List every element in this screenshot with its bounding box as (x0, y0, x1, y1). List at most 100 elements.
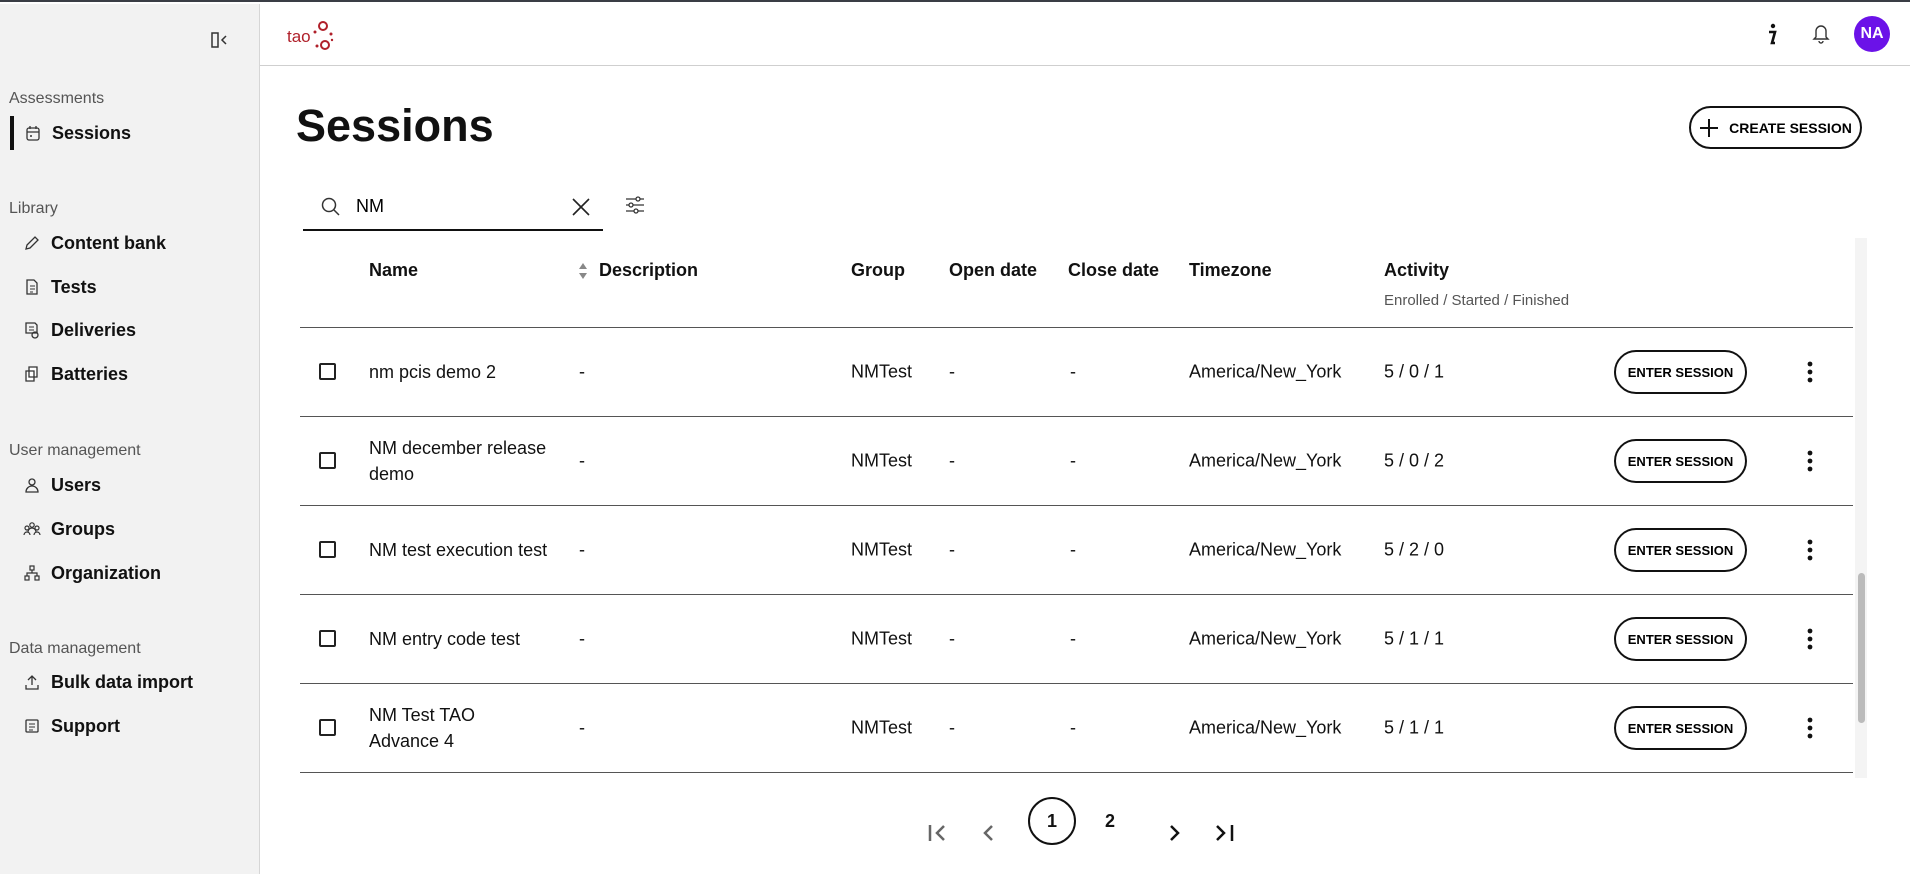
session-description: - (579, 628, 585, 649)
session-open-date: - (949, 628, 955, 649)
more-options-icon[interactable] (1806, 717, 1814, 739)
session-group: NMTest (851, 539, 913, 560)
session-group: NMTest (851, 717, 913, 738)
session-group: NMTest (851, 361, 913, 382)
calendar-icon (26, 126, 40, 141)
table-row: NM entry code test - NMTest - - America/… (300, 595, 1853, 684)
session-name[interactable]: NM entry code test (369, 629, 521, 649)
column-timezone: Timezone (1189, 260, 1272, 280)
column-open-date: Open date (949, 260, 1038, 280)
session-name[interactable]: NM test execution test (369, 540, 548, 560)
column-name[interactable]: Name (369, 260, 419, 280)
clear-search-icon[interactable] (570, 196, 592, 218)
more-options-icon[interactable] (1806, 539, 1814, 561)
collapse-sidebar-icon[interactable] (210, 30, 230, 50)
tao-logo: tao (287, 18, 337, 57)
sidebar-item-organization[interactable]: Organization (10, 556, 250, 590)
session-description: - (579, 361, 585, 382)
column-group: Group (851, 260, 905, 280)
session-activity: 5 / 1 / 1 (1384, 628, 1445, 649)
row-checkbox[interactable] (319, 452, 336, 469)
sidebar-item-label: Content bank (51, 232, 166, 253)
session-open-date: - (949, 717, 955, 738)
table-header: Name Description Group Open date Close d… (300, 238, 1853, 328)
sidebar-section-label: Data management (9, 640, 141, 657)
user-avatar[interactable]: NA (1854, 16, 1890, 52)
session-group: NMTest (851, 450, 913, 471)
last-page-icon[interactable] (1212, 809, 1236, 857)
sidebar-item-bulk-data-import[interactable]: Bulk data import (10, 665, 250, 699)
previous-page-icon[interactable] (978, 809, 998, 857)
session-description: - (579, 717, 585, 738)
info-icon[interactable] (1764, 22, 1780, 48)
sort-icon[interactable] (578, 262, 588, 280)
session-close-date: - (1070, 450, 1076, 471)
session-timezone: America/New_York (1189, 539, 1342, 560)
column-close-date: Close date (1068, 260, 1160, 280)
session-activity: 5 / 0 / 1 (1384, 361, 1445, 382)
session-activity: 5 / 2 / 0 (1384, 539, 1445, 560)
search-input[interactable] (356, 196, 556, 217)
session-activity: 5 / 1 / 1 (1384, 717, 1445, 738)
search-field (303, 184, 603, 231)
session-name[interactable]: NM december release demo (369, 438, 547, 484)
battery-icon (25, 366, 38, 382)
more-options-icon[interactable] (1806, 361, 1814, 383)
table-scrollbar[interactable] (1855, 238, 1867, 778)
row-checkbox[interactable] (319, 541, 336, 558)
search-icon (321, 197, 340, 216)
more-options-icon[interactable] (1806, 628, 1814, 650)
page-2-button[interactable]: 2 (1104, 810, 1115, 831)
table-row: NM december release demo - NMTest - - Am… (300, 417, 1853, 506)
enter-session-button[interactable]: ENTER SESSION (1614, 439, 1747, 483)
next-page-icon[interactable] (1165, 809, 1185, 857)
session-timezone: America/New_York (1189, 361, 1342, 382)
support-icon (25, 719, 39, 733)
sidebar-item-support[interactable]: Support (10, 709, 250, 743)
user-icon (25, 478, 39, 493)
sidebar-item-deliveries[interactable]: Deliveries (10, 313, 250, 347)
session-close-date: - (1070, 361, 1076, 382)
more-options-icon[interactable] (1806, 450, 1814, 472)
enter-session-button[interactable]: ENTER SESSION (1614, 706, 1747, 750)
row-checkbox[interactable] (319, 363, 336, 380)
row-checkbox[interactable] (319, 719, 336, 736)
groups-icon (23, 522, 41, 536)
scrollbar-thumb[interactable] (1858, 573, 1865, 723)
session-timezone: America/New_York (1189, 628, 1342, 649)
sidebar-item-users[interactable]: Users (10, 468, 250, 502)
sidebar-item-label: Groups (51, 518, 116, 539)
delivery-icon (25, 322, 39, 339)
session-name[interactable]: NM Test TAO Advance 4 (369, 705, 476, 751)
sidebar-item-sessions[interactable]: Sessions (10, 116, 250, 150)
column-description: Description (599, 260, 699, 280)
sidebar-item-batteries[interactable]: Batteries (10, 357, 250, 391)
sessions-table: Name Description Group Open date Close d… (300, 238, 1853, 773)
enter-session-button[interactable]: ENTER SESSION (1614, 617, 1747, 661)
sidebar-item-label: Organization (51, 562, 162, 583)
sidebar-item-label: Batteries (51, 363, 129, 384)
enter-session-button[interactable]: ENTER SESSION (1614, 528, 1747, 572)
page-1-button[interactable]: 1 (1028, 797, 1076, 845)
row-checkbox[interactable] (319, 630, 336, 647)
create-session-label: CREATE SESSION (1729, 119, 1852, 136)
session-activity: 5 / 0 / 2 (1384, 450, 1445, 471)
sidebar-item-tests[interactable]: Tests (10, 270, 250, 304)
sidebar: Assessments Sessions Library Content bank Te… (0, 4, 260, 874)
organization-icon (24, 565, 40, 581)
bell-icon[interactable] (1812, 22, 1830, 44)
enter-session-button[interactable]: ENTER SESSION (1614, 350, 1747, 394)
activity-subheader: Enrolled / Started / Finished (1384, 292, 1570, 309)
session-open-date: - (949, 450, 955, 471)
page-title: Sessions (296, 100, 494, 151)
sidebar-item-groups[interactable]: Groups (10, 512, 250, 546)
first-page-icon[interactable] (926, 809, 950, 857)
sidebar-item-label: Users (51, 474, 102, 495)
sidebar-item-label: Deliveries (51, 319, 137, 340)
create-session-button[interactable]: CREATE SESSION (1689, 106, 1862, 149)
sidebar-section-label: User management (9, 442, 141, 459)
filter-settings-icon[interactable] (624, 194, 646, 216)
session-name[interactable]: nm pcis demo 2 (369, 362, 497, 382)
sidebar-item-content-bank[interactable]: Content bank (10, 226, 250, 260)
top-header: tao NA (260, 4, 1910, 66)
